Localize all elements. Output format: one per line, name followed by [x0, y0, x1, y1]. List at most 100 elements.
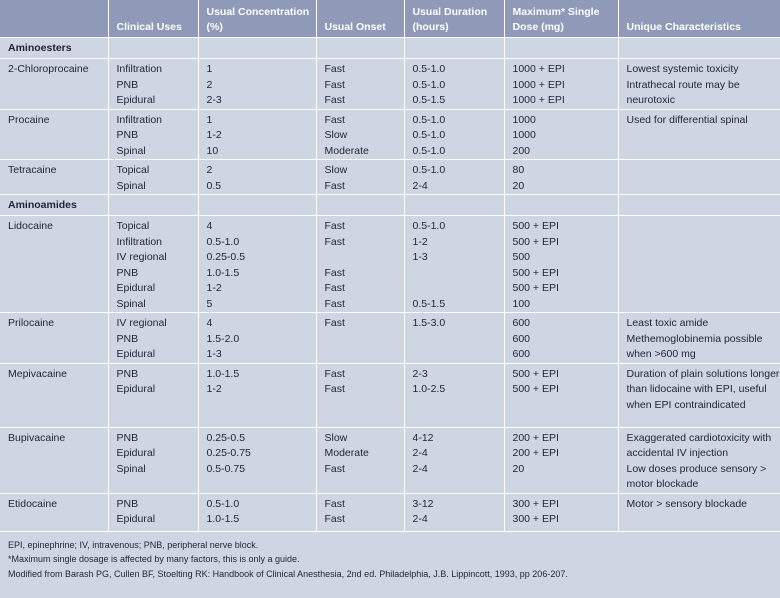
footnote: Modified from Barash PG, Cullen BF, Stoe… — [8, 568, 568, 579]
cell-line: Epidural — [116, 513, 156, 525]
header-max-dose: Maximum* Single Dose (mg) — [503, 0, 619, 38]
cell-characteristics — [617, 159, 780, 195]
cell-max-dose: 1000 + EPI 1000 + EPI 1000 + EPI — [503, 58, 619, 110]
cell-onset: Fast — [315, 312, 405, 364]
cell-duration: 4-12 2-4 2-4 — [403, 426, 505, 494]
cell-line: IV regional — [116, 317, 167, 329]
table-row: 2-Chloroprocaine Infiltration PNB Epidural 1… — [0, 58, 780, 110]
drug-name: Bupivacaine — [0, 426, 109, 494]
cell-concentration: 0.25-0.5 0.25-0.75 0.5-0.75 — [197, 426, 317, 494]
empty-cell — [617, 194, 780, 216]
header-concentration: Usual Concentration (%) — [197, 0, 317, 38]
cell-line: Fast — [324, 297, 345, 310]
cell-line: 1 — [206, 63, 213, 75]
cell-line: 20 — [512, 179, 525, 192]
cell-characteristics: Duration of plain solutions longer than … — [617, 362, 780, 428]
cell-line: 0.5-1.0 — [206, 235, 240, 248]
cell-line: Fast — [324, 282, 345, 294]
table-row: Prilocaine IV regional PNB Epidural 4 1.5-2.0… — [0, 312, 780, 364]
cell-line: 500 + EPI — [512, 220, 559, 232]
header-duration: Usual Duration (hours) — [403, 0, 505, 38]
cell-line: Fast — [324, 78, 345, 91]
cell-line: 2-4 — [412, 462, 428, 475]
cell-line: 600 — [512, 317, 531, 329]
cell-concentration: 1.0-1.5 1-2 — [197, 362, 317, 428]
cell-line: 0.5-1.0 — [412, 113, 446, 126]
cell-line: PNB — [116, 431, 139, 444]
header-drug — [0, 0, 109, 38]
cell-characteristics: Least toxic amide Methemoglobinemia possi… — [617, 312, 780, 364]
cell-onset: Fast Slow Moderate — [315, 108, 405, 160]
cell-line: 0.25-0.5 — [206, 251, 246, 263]
cell-line: 300 + EPI — [512, 513, 559, 525]
cell-characteristics: Motor > sensory blockade — [617, 492, 780, 532]
cell-line: Infiltration — [116, 235, 163, 248]
header-row: Clinical Uses Usual Concentration (%) Usua… — [0, 0, 780, 38]
cell-line: 1000 + EPI — [512, 78, 565, 91]
cell-line: Methemoglobinemia possible when >600 mg — [626, 332, 763, 361]
section-row: Aminoamides — [0, 194, 780, 216]
cell-line: 5 — [206, 297, 213, 310]
cell-line: Fast — [324, 513, 345, 525]
cell-duration: 0.5-1.0 0.5-1.0 0.5-1.0 — [403, 108, 505, 160]
cell-max-dose: 200 + EPI 200 + EPI 20 — [503, 426, 619, 494]
cell-line: 0.5-1.0 — [206, 497, 240, 510]
empty-cell — [315, 37, 405, 59]
cell-line: 200 — [512, 144, 531, 157]
table-row: Bupivacaine PNB Epidural Spinal 0.25-0.5 0.25… — [0, 426, 780, 494]
cell-line: 10 — [206, 144, 219, 157]
drug-name: Mepivacaine — [0, 362, 109, 428]
cell-max-dose: 1000 1000 200 — [503, 108, 619, 160]
cell-line: Moderate — [324, 144, 369, 157]
cell-line: Fast — [324, 179, 345, 192]
cell-line: Spinal — [116, 144, 146, 157]
cell-line: IV regional — [116, 251, 167, 263]
cell-concentration: 4 1.5-2.0 1-3 — [197, 312, 317, 364]
empty-cell — [107, 194, 199, 216]
cell-max-dose: 500 + EPI 500 + EPI — [503, 362, 619, 428]
cell-onset: Fast Fast — [315, 492, 405, 532]
cell-concentration: 0.5-1.0 1.0-1.5 — [197, 492, 317, 532]
table-row: Lidocaine Topical Infiltration IV regional P… — [0, 215, 780, 313]
cell-line: Lowest systemic toxicity — [626, 63, 739, 75]
cell-characteristics — [617, 215, 780, 313]
table-row: Procaine Infiltration PNB Spinal 1 1-2 10 Fast S… — [0, 108, 780, 160]
cell-line: 100 — [512, 297, 531, 310]
cell-line: Motor > sensory blockade — [626, 497, 748, 510]
cell-line: Epidural — [116, 282, 156, 294]
table-row: Tetracaine Topical Spinal 2 0.5 Slow Fast 0.5-1… — [0, 159, 780, 195]
cell-line: Epidural — [116, 94, 156, 106]
cell-clinical-uses: IV regional PNB Epidural — [107, 312, 199, 364]
cell-line: 1000 — [512, 129, 536, 141]
cell-line: 4 — [206, 317, 213, 329]
section-row: Aminoesters — [0, 37, 780, 59]
cell-line: 600 — [512, 332, 531, 345]
cell-line: 500 + EPI — [512, 367, 559, 380]
cell-line — [325, 250, 404, 266]
drug-name: Lidocaine — [0, 215, 109, 313]
cell-line: 0.5-1.0 — [412, 63, 446, 75]
cell-onset: Slow Moderate Fast — [315, 426, 405, 494]
cell-line: Infiltration — [116, 63, 163, 75]
cell-line: Slow — [324, 431, 348, 444]
cell-clinical-uses: PNB Epidural — [107, 492, 199, 532]
cell-line: 500 + EPI — [512, 266, 559, 279]
header-characteristics: Unique Characteristics — [617, 0, 780, 38]
cell-line: Epidural — [116, 447, 156, 459]
cell-line — [413, 266, 504, 282]
cell-line: 1000 + EPI — [512, 94, 565, 106]
empty-cell — [503, 194, 619, 216]
cell-line: 500 + EPI — [512, 383, 559, 395]
cell-line: Fast — [324, 63, 345, 75]
cell-duration: 0.5-1.0 2-4 — [403, 159, 505, 195]
cell-line: Epidural — [116, 348, 156, 360]
empty-cell — [403, 194, 505, 216]
anesthetics-table: Clinical Uses Usual Concentration (%) Usua… — [0, 0, 780, 532]
cell-line: 1000 + EPI — [512, 63, 565, 75]
cell-line: 4-12 — [412, 431, 434, 444]
cell-line: 2-4 — [412, 513, 428, 525]
cell-characteristics: Exaggerated cardiotoxicity with accident… — [617, 426, 780, 494]
drug-name: Etidocaine — [0, 492, 109, 532]
cell-line: 500 + EPI — [512, 235, 559, 248]
cell-concentration: 2 0.5 — [197, 159, 317, 195]
